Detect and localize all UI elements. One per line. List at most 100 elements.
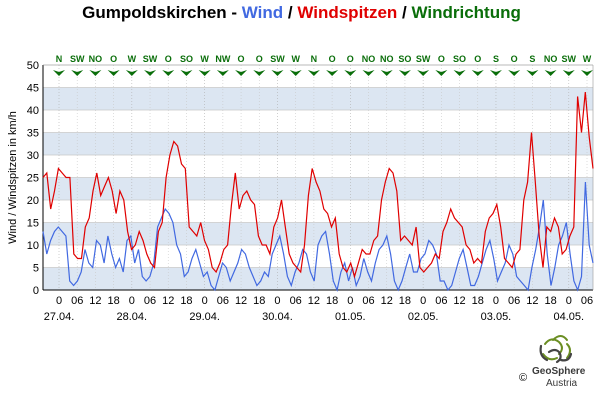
x-tick-label: 06 [581, 295, 593, 307]
x-tick-label: 18 [180, 295, 192, 307]
direction-label: O [511, 54, 518, 64]
y-tick-label: 25 [27, 173, 39, 185]
x-tick-label: 12 [381, 295, 393, 307]
x-tick-label: 0 [274, 295, 280, 307]
date-label: 27.04. [44, 311, 75, 323]
date-label: 02.05. [408, 311, 439, 323]
date-label: 04.05. [553, 311, 584, 323]
direction-arrow-icon [180, 70, 193, 76]
direction-arrow-icon [307, 70, 320, 76]
y-band [43, 222, 593, 245]
direction-arrow-icon [471, 70, 484, 76]
direction-label: N [311, 54, 318, 64]
direction-label: S [529, 54, 535, 64]
direction-arrow-icon [417, 70, 430, 76]
y-tick-label: 35 [27, 128, 39, 140]
x-tick-label: 12 [162, 295, 174, 307]
direction-arrow-icon [362, 70, 375, 76]
direction-arrow-icon [326, 70, 339, 76]
x-tick-label: 12 [308, 295, 320, 307]
title-dir: Windrichtung [411, 2, 521, 22]
title-gust: Windspitzen [297, 2, 398, 22]
x-tick-label: 0 [202, 295, 208, 307]
y-tick-label: 50 [27, 60, 39, 72]
direction-arrow-icon [435, 70, 448, 76]
direction-label: N [56, 54, 63, 64]
x-tick-label: 0 [347, 295, 353, 307]
chart-title: Gumpoldskirchen - Wind / Windspitzen / W… [0, 0, 603, 25]
y-tick-label: 45 [27, 83, 39, 95]
direction-arrow-icon [198, 70, 211, 76]
direction-label: NO [89, 54, 103, 64]
direction-label: O [474, 54, 481, 64]
y-band [43, 132, 593, 155]
y-tick-label: 15 [27, 218, 39, 230]
direction-label: O [256, 54, 263, 64]
title-place: Gumpoldskirchen [82, 2, 227, 22]
y-band [43, 177, 593, 200]
x-tick-label: 06 [508, 295, 520, 307]
x-tick-label: 06 [290, 295, 302, 307]
direction-label: NO [544, 54, 558, 64]
geosphere-logo-icon [539, 335, 573, 364]
y-band [43, 200, 593, 223]
direction-arrow-icon [344, 70, 357, 76]
x-tick-label: 18 [544, 295, 556, 307]
direction-label: NW [215, 54, 230, 64]
direction-arrow-icon [107, 70, 120, 76]
direction-arrow-icon [144, 70, 157, 76]
direction-label: W [200, 54, 209, 64]
direction-label: SW [562, 54, 577, 64]
title-wind: Wind [241, 2, 284, 22]
title-sep1: - [226, 2, 242, 22]
y-band [43, 87, 593, 110]
direction-arrow-icon [562, 70, 575, 76]
y-tick-label: 40 [27, 105, 39, 117]
direction-label: SO [180, 54, 193, 64]
x-tick-label: 12 [453, 295, 465, 307]
x-tick-label: 06 [435, 295, 447, 307]
direction-label: O [110, 54, 117, 64]
title-sep3: / [397, 2, 412, 22]
date-label: 01.05. [335, 311, 366, 323]
series-line-0 [42, 181, 594, 292]
direction-arrow-icon [289, 70, 302, 76]
direction-label: O [238, 54, 245, 64]
x-tick-label: 18 [472, 295, 484, 307]
direction-arrow-icon [253, 70, 266, 76]
logo-name: GeoSphere [532, 366, 586, 377]
date-label: 30.04. [262, 311, 293, 323]
direction-arrow-icon [508, 70, 521, 76]
direction-arrow-icon [216, 70, 229, 76]
direction-arrow-icon [271, 70, 284, 76]
y-tick-label: 30 [27, 150, 39, 162]
y-tick-label: 5 [33, 263, 39, 275]
x-tick-label: 06 [144, 295, 156, 307]
x-tick-label: 06 [71, 295, 83, 307]
direction-label: SW [70, 54, 85, 64]
x-tick-label: 0 [566, 295, 572, 307]
direction-arrow-icon [89, 70, 102, 76]
direction-arrow-icon [581, 70, 593, 76]
y-axis-label: Wind / Windspitzen in km/h [7, 111, 19, 244]
direction-label: O [165, 54, 172, 64]
logo-sub: Austria [546, 378, 578, 389]
direction-arrow-icon [380, 70, 393, 76]
direction-arrow-icon [162, 70, 175, 76]
x-tick-label: 18 [399, 295, 411, 307]
direction-label: SW [270, 54, 285, 64]
y-tick-label: 10 [27, 240, 39, 252]
series-line-1 [42, 91, 594, 279]
x-tick-label: 18 [253, 295, 265, 307]
y-band [43, 245, 593, 268]
x-tick-label: 06 [217, 295, 229, 307]
direction-label: O [329, 54, 336, 64]
direction-label: SO [398, 54, 411, 64]
direction-arrow-icon [125, 70, 138, 76]
copyright-mark: © [519, 372, 528, 384]
direction-arrow-icon [71, 70, 84, 76]
x-tick-label: 18 [326, 295, 338, 307]
y-band [43, 267, 593, 290]
direction-arrow-icon [489, 70, 502, 76]
direction-arrow-icon [398, 70, 411, 76]
